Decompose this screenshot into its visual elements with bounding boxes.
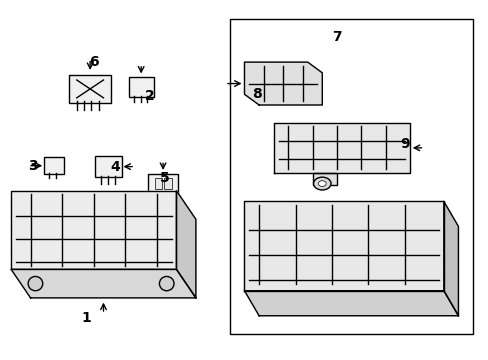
- Polygon shape: [443, 202, 458, 316]
- Polygon shape: [244, 202, 443, 291]
- Text: 7: 7: [331, 30, 341, 44]
- Bar: [164, 178, 171, 189]
- Polygon shape: [11, 269, 196, 298]
- Bar: [154, 178, 162, 189]
- Polygon shape: [11, 191, 176, 269]
- FancyBboxPatch shape: [43, 157, 63, 174]
- Circle shape: [313, 177, 330, 190]
- Ellipse shape: [159, 276, 174, 291]
- Bar: [312, 173, 336, 185]
- Text: 6: 6: [89, 55, 99, 69]
- Text: 5: 5: [159, 171, 169, 185]
- Polygon shape: [176, 191, 196, 298]
- Text: 3: 3: [28, 159, 38, 173]
- Text: 4: 4: [111, 161, 120, 175]
- FancyBboxPatch shape: [128, 77, 153, 97]
- Polygon shape: [244, 62, 322, 105]
- Polygon shape: [244, 291, 458, 316]
- Text: 8: 8: [251, 87, 261, 101]
- Circle shape: [318, 181, 325, 186]
- Ellipse shape: [28, 276, 42, 291]
- FancyBboxPatch shape: [95, 156, 122, 177]
- FancyBboxPatch shape: [148, 174, 178, 194]
- Text: 1: 1: [81, 311, 91, 324]
- Bar: [229, 19, 472, 334]
- FancyBboxPatch shape: [69, 75, 111, 103]
- Text: 2: 2: [144, 89, 154, 103]
- Text: 9: 9: [399, 137, 409, 151]
- Polygon shape: [273, 123, 409, 173]
